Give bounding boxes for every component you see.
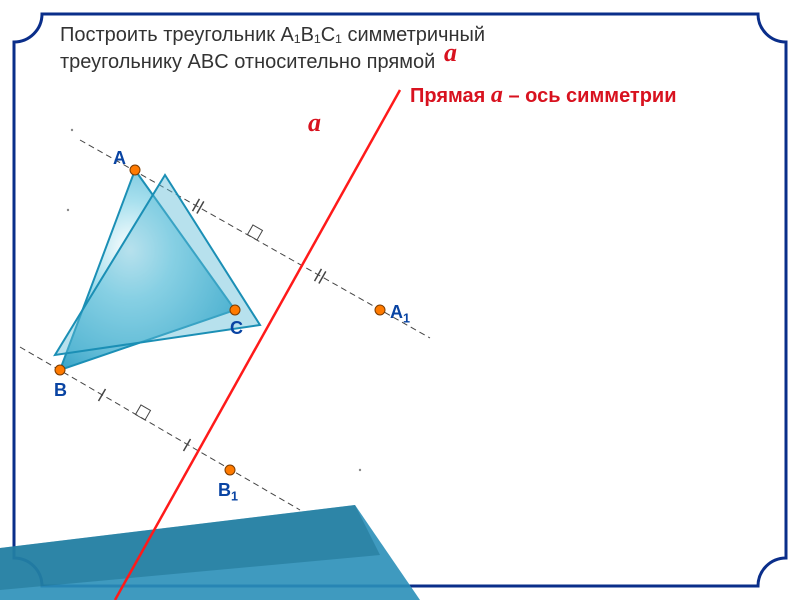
point-b xyxy=(55,365,65,375)
axis-suffix: – ось симметрии xyxy=(503,85,677,107)
task-text: Построить треугольник A₁B₁C₁ симметричны… xyxy=(60,22,485,76)
axis-prefix: Прямая xyxy=(410,85,491,107)
label-b: B xyxy=(54,380,67,401)
diagram-canvas xyxy=(0,0,800,600)
triangle-reflected xyxy=(230,310,380,470)
label-a: A xyxy=(113,148,126,169)
task-line2: треугольнику ABC относительно прямой xyxy=(60,51,435,73)
point-a xyxy=(130,165,140,175)
stray-dot xyxy=(359,469,361,471)
point-a1 xyxy=(375,305,385,315)
stray-dot xyxy=(67,209,69,211)
label-b1: B1 xyxy=(218,480,238,504)
label-c: C xyxy=(230,318,243,339)
label-a1: A1 xyxy=(390,302,410,326)
axis-a-inline: a xyxy=(491,82,503,108)
stray-dot xyxy=(71,129,73,131)
axis-caption: Прямая a – ось симметрии xyxy=(410,82,677,109)
task-line1: Построить треугольник A₁B₁C₁ симметричны… xyxy=(60,24,485,46)
axis-a-on-line: a xyxy=(308,108,321,138)
inline-a-after-task: a xyxy=(444,38,457,68)
point-b1 xyxy=(225,465,235,475)
point-c xyxy=(230,305,240,315)
